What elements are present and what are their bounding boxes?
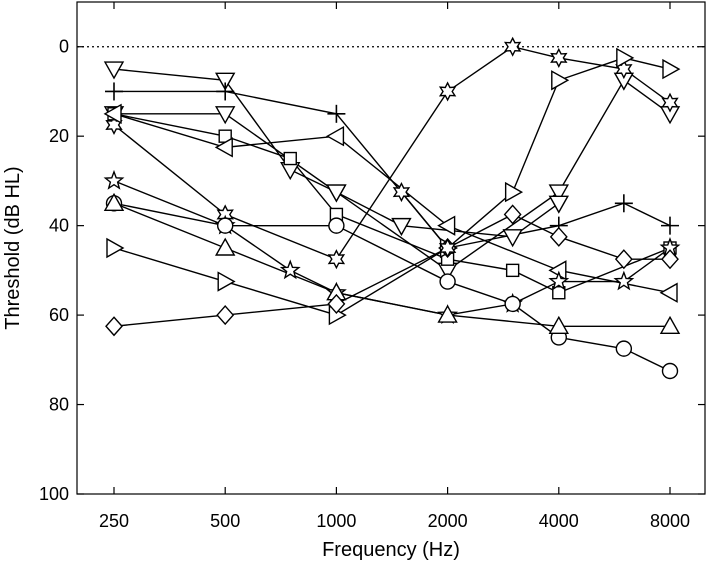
star6-marker — [661, 92, 679, 113]
y-tick-label: 60 — [49, 305, 69, 325]
triangle-left-marker — [437, 215, 456, 236]
series-markers-12 — [392, 182, 457, 259]
triangle-up-marker — [215, 237, 236, 256]
square-marker — [552, 286, 566, 300]
triangle-left-marker — [659, 282, 678, 303]
triangle-right-marker — [106, 237, 125, 259]
x-axis-label: Frequency (Hz) — [322, 539, 460, 561]
series-line-11 — [113, 213, 670, 327]
triangle-up-marker — [548, 315, 569, 334]
series-line-4 — [113, 45, 671, 261]
x-tick-label: 8000 — [650, 511, 690, 531]
diamond-marker — [614, 249, 633, 270]
triangle-down-marker — [548, 184, 569, 203]
plus-marker — [661, 216, 679, 235]
series-line-1 — [113, 68, 671, 272]
circle-marker — [504, 295, 521, 313]
series-markers-3 — [105, 82, 679, 257]
triangle-left-marker — [214, 137, 233, 158]
diamond-marker — [216, 305, 235, 326]
series-line-9 — [113, 202, 670, 327]
circle-marker — [439, 273, 456, 290]
plus-marker — [105, 82, 123, 101]
star5-marker — [103, 169, 125, 190]
star5-marker — [548, 270, 570, 291]
circle-marker — [661, 362, 679, 380]
star6-marker — [503, 36, 522, 57]
y-tick-label: 80 — [49, 395, 69, 415]
triangle-right-marker — [504, 181, 524, 203]
series-markers-6 — [103, 103, 678, 303]
series-line-3 — [114, 90, 671, 249]
series-line-6 — [113, 113, 671, 294]
triangle-down-marker — [103, 61, 125, 80]
star6-marker — [392, 182, 411, 203]
y-tick-label: 40 — [49, 216, 69, 236]
series-markers-1 — [103, 61, 681, 281]
y-tick-label: 20 — [49, 126, 69, 146]
series-line-7 — [113, 180, 671, 316]
plus-marker — [216, 82, 235, 101]
triangle-right-marker — [616, 47, 635, 69]
circle-marker — [216, 217, 234, 234]
x-tick-label: 500 — [210, 511, 240, 531]
x-tick-label: 4000 — [539, 511, 579, 531]
triangle-right-marker — [662, 58, 681, 80]
triangle-down-marker — [215, 72, 236, 91]
series-line-5 — [113, 113, 671, 294]
diamond-marker — [105, 316, 123, 337]
series-lines — [113, 45, 671, 372]
triangle-left-marker — [325, 125, 345, 147]
series-markers-7 — [103, 169, 681, 324]
square-marker — [505, 263, 520, 278]
triangle-up-marker — [103, 192, 125, 211]
series-line-8 — [113, 202, 671, 372]
plus-marker — [614, 194, 633, 213]
x-tick-label: 250 — [99, 511, 129, 531]
triangle-down-marker — [548, 195, 569, 214]
square-marker — [283, 151, 297, 166]
circle-marker — [328, 217, 345, 234]
diamond-marker — [327, 293, 346, 314]
x-tick-label: 2000 — [428, 511, 468, 531]
plus-marker — [327, 104, 346, 123]
series-markers — [103, 36, 681, 380]
triangle-down-marker — [326, 184, 347, 203]
diamond-marker — [503, 204, 522, 225]
star6-marker — [438, 237, 457, 259]
triangle-up-marker — [659, 315, 681, 334]
star5-marker — [279, 259, 301, 280]
series-markers-4 — [105, 36, 679, 270]
series-markers-10 — [106, 47, 681, 326]
triangle-left-marker — [103, 103, 122, 125]
x-axis-ticks: 250 500 1000 2000 4000 8000 — [99, 2, 690, 531]
triangle-right-marker — [551, 70, 570, 91]
diamond-marker — [549, 226, 568, 247]
triangle-right-marker — [217, 271, 236, 292]
triangle-down-marker — [391, 217, 412, 237]
star6-marker — [327, 249, 346, 270]
triangle-down-marker — [215, 106, 236, 125]
triangle-up-marker — [437, 304, 458, 323]
y-tick-label: 100 — [39, 484, 69, 504]
plot-frame — [76, 1, 706, 495]
series-markers-8 — [105, 195, 679, 380]
y-axis-ticks: 0 20 40 60 80 100 — [39, 37, 705, 504]
circle-marker — [615, 340, 633, 357]
star5-marker — [613, 270, 635, 291]
star6-marker — [550, 47, 568, 68]
y-tick-label: 0 — [59, 37, 69, 57]
series-line-10 — [113, 57, 671, 316]
triangle-down-marker — [502, 229, 523, 248]
y-axis-label: Threshold (dB HL) — [2, 166, 24, 329]
star6-marker — [438, 81, 457, 102]
series-markers-11 — [105, 204, 679, 337]
x-tick-label: 1000 — [316, 511, 356, 531]
diamond-marker — [661, 249, 679, 270]
series-markers-9 — [103, 192, 681, 334]
